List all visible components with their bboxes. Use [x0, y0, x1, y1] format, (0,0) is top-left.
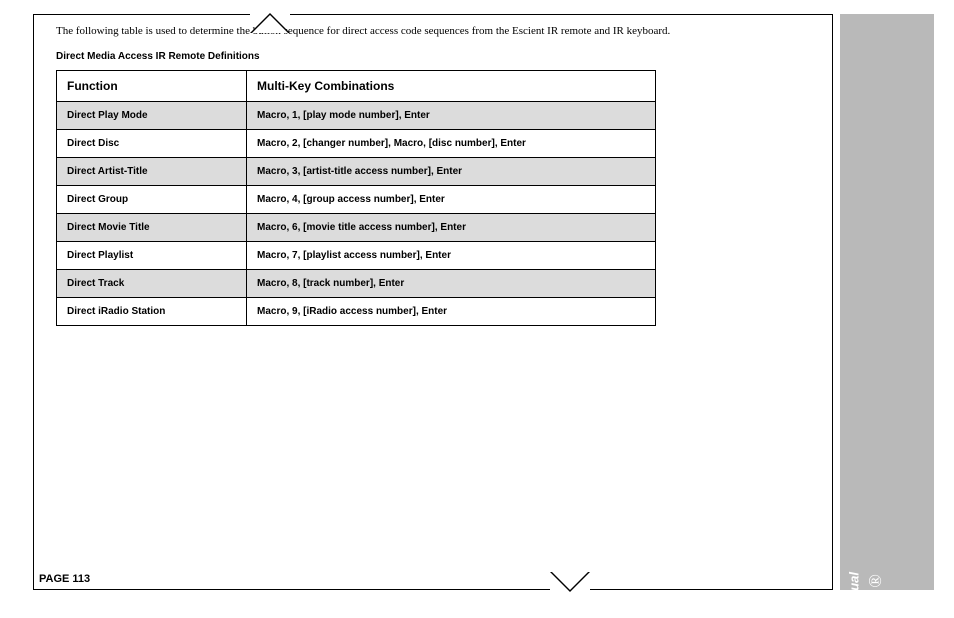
content-area: The following table is used to determine… [56, 25, 810, 326]
col-header-function: Function [57, 71, 247, 102]
cell-combo: Macro, 2, [changer number], Macro, [disc… [247, 130, 656, 158]
cell-function: Direct Artist-Title [57, 158, 247, 186]
cell-function: Direct Disc [57, 130, 247, 158]
cell-combo: Macro, 9, [iRadio access number], Enter [247, 298, 656, 326]
cell-combo: Macro, 6, [movie title access number], E… [247, 214, 656, 242]
table-row: Direct Movie TitleMacro, 6, [movie title… [57, 214, 656, 242]
table-row: Direct Artist-TitleMacro, 3, [artist-tit… [57, 158, 656, 186]
table-title: Direct Media Access IR Remote Definition… [56, 51, 810, 62]
cell-combo: Macro, 1, [play mode number], Enter [247, 102, 656, 130]
brand-subtitle: FireBall™ AVX & MX Series User's Manual [847, 572, 862, 590]
cell-function: Direct Group [57, 186, 247, 214]
cell-combo: Macro, 3, [artist-title access number], … [247, 158, 656, 186]
page-frame: The following table is used to determine… [33, 14, 833, 590]
cell-function: Direct Play Mode [57, 102, 247, 130]
cell-function: Direct Track [57, 270, 247, 298]
page-number: PAGE 113 [39, 573, 90, 585]
notch-top-cover [250, 13, 290, 17]
table-row: Direct GroupMacro, 4, [group access numb… [57, 186, 656, 214]
cell-function: Direct Playlist [57, 242, 247, 270]
cell-function: Direct iRadio Station [57, 298, 247, 326]
registered-icon: ® [865, 570, 885, 588]
table-header-row: Function Multi-Key Combinations [57, 71, 656, 102]
intro-text: The following table is used to determine… [56, 25, 810, 37]
table-row: Direct PlaylistMacro, 7, [playlist acces… [57, 242, 656, 270]
cell-combo: Macro, 8, [track number], Enter [247, 270, 656, 298]
table-row: Direct DiscMacro, 2, [changer number], M… [57, 130, 656, 158]
cell-combo: Macro, 4, [group access number], Enter [247, 186, 656, 214]
table-row: Direct TrackMacro, 8, [track number], En… [57, 270, 656, 298]
cell-function: Direct Movie Title [57, 214, 247, 242]
definitions-table: Function Multi-Key Combinations Direct P… [56, 70, 656, 326]
cell-combo: Macro, 7, [playlist access number], Ente… [247, 242, 656, 270]
col-header-combo: Multi-Key Combinations [247, 71, 656, 102]
brand-logo: ESCIENT® [859, 572, 926, 590]
table-row: Direct iRadio StationMacro, 9, [iRadio a… [57, 298, 656, 326]
brand-band: ESCIENT® FireBall™ AVX & MX Series User'… [840, 14, 934, 590]
table-row: Direct Play ModeMacro, 1, [play mode num… [57, 102, 656, 130]
notch-bottom-cover [550, 587, 590, 591]
